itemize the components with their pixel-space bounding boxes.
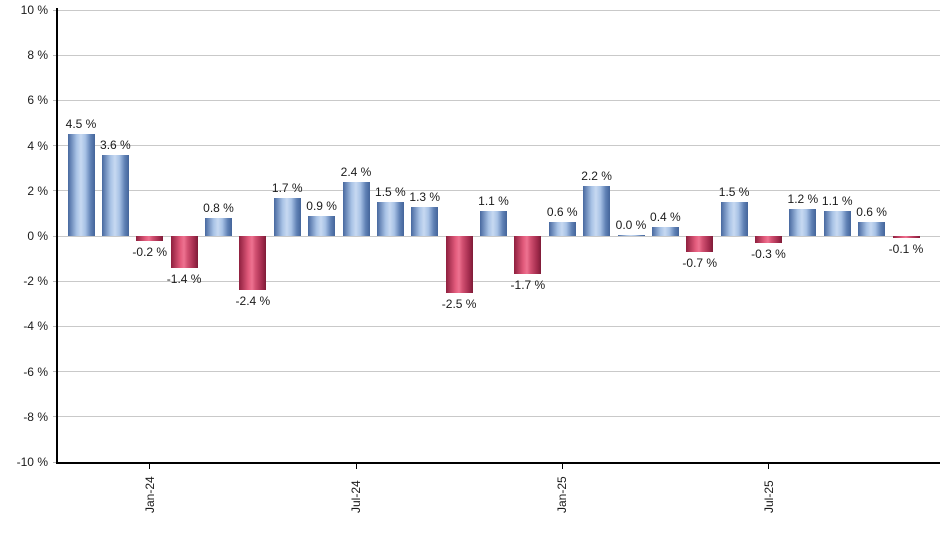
bar-value-label: 0.9 %: [306, 198, 337, 213]
y-axis-tick: [53, 190, 58, 192]
gridline: [58, 54, 940, 56]
bar: [308, 215, 336, 236]
y-axis-tick-label: 2 %: [27, 183, 48, 198]
gridline: [58, 99, 940, 101]
bar-value-label: 1.1 %: [821, 194, 853, 209]
gridline: [58, 325, 940, 327]
bar-value-label: 0.6 %: [856, 205, 887, 220]
bar: [205, 217, 232, 236]
bar-value-label: -0.3 %: [751, 246, 786, 261]
y-axis-tick-label: -6 %: [23, 364, 48, 379]
x-axis-tick: [561, 462, 563, 469]
gridline: [58, 371, 940, 373]
bar: [445, 236, 473, 293]
y-axis-line: [56, 8, 58, 464]
y-axis-tick: [53, 9, 58, 11]
y-axis-tick: [53, 54, 58, 56]
bar-value-label: -0.7 %: [682, 255, 718, 270]
bar-value-label: -1.7 %: [510, 278, 546, 293]
gridline: [58, 235, 940, 237]
bar-value-label: 4.5 %: [65, 117, 97, 132]
bar: [617, 234, 645, 236]
y-axis-tick-label: 6 %: [27, 93, 48, 108]
bar-value-label: 0.8 %: [203, 200, 234, 215]
bar-value-label: -2.4 %: [235, 294, 271, 309]
bar: [514, 236, 542, 275]
x-axis-tick: [149, 462, 151, 469]
x-axis-line: [56, 462, 940, 464]
gridline: [58, 416, 940, 418]
x-axis-tick-label: Jul-24: [349, 480, 363, 513]
gridline: [58, 280, 940, 282]
bar-value-label: -2.5 %: [441, 296, 477, 311]
bar-value-label: 0.4 %: [650, 209, 681, 224]
bar-value-label: -1.4 %: [166, 271, 202, 286]
y-axis-tick: [53, 280, 58, 282]
bar-value-label: 3.6 %: [100, 137, 131, 152]
bar-value-label: 1.5 %: [375, 185, 406, 200]
bar: [858, 222, 886, 236]
bar: [892, 236, 920, 239]
y-axis-tick-label: 0 %: [27, 229, 48, 243]
x-axis-tick: [768, 462, 769, 469]
y-axis-tick: [53, 371, 58, 373]
bar: [170, 236, 198, 268]
bar: [651, 226, 679, 236]
bar-value-label: 0.6 %: [546, 205, 578, 220]
bar: [548, 222, 576, 236]
bar: [136, 236, 164, 241]
gridline: [58, 145, 940, 147]
bar: [411, 206, 439, 236]
x-axis-tick-label: Jan-25: [555, 476, 570, 513]
y-axis-tick: [53, 325, 58, 327]
bar-value-label: -0.1 %: [888, 242, 924, 257]
x-axis-tick-label: Jan-24: [142, 476, 157, 513]
x-axis-tick-label: Jul-25: [761, 480, 776, 513]
bar: [823, 211, 851, 236]
bar-value-label: 2.2 %: [581, 169, 612, 184]
y-axis-tick: [53, 416, 58, 418]
bar: [720, 202, 748, 236]
bar-value-label: 1.3 %: [409, 189, 441, 204]
y-axis-tick-label: -8 %: [23, 409, 48, 424]
y-axis-tick: [53, 99, 58, 101]
bar: [583, 186, 611, 236]
bar: [686, 236, 714, 252]
gridline: [58, 9, 940, 11]
bar: [67, 134, 95, 236]
bar-value-label: -0.2 %: [132, 244, 168, 259]
y-axis-tick-label: 10 %: [20, 3, 48, 17]
bar-value-label: 0.0 %: [615, 217, 647, 232]
y-axis-tick: [53, 235, 58, 237]
y-axis-tick-label: -10 %: [16, 455, 48, 469]
bar-value-label: 1.7 %: [271, 180, 303, 195]
bar-value-label: 1.1 %: [478, 194, 509, 209]
y-axis-tick-label: 4 %: [27, 138, 48, 153]
y-axis-tick: [53, 461, 58, 463]
bar: [376, 202, 404, 236]
y-axis-tick-label: -4 %: [23, 319, 48, 334]
bar: [480, 211, 507, 236]
bar-value-label: 2.4 %: [340, 164, 372, 179]
y-axis-tick: [53, 145, 58, 147]
y-axis-tick-label: 8 %: [27, 48, 48, 63]
bar: [239, 236, 267, 291]
y-axis-tick-label: -2 %: [23, 274, 48, 289]
bar: [789, 208, 817, 236]
gridline: [58, 190, 940, 192]
x-axis-tick: [355, 462, 357, 469]
bar: [755, 236, 782, 243]
bar: [273, 197, 301, 236]
bar: [101, 154, 129, 236]
bar-value-label: 1.2 %: [787, 191, 819, 206]
bar-value-label: 1.5 %: [718, 185, 750, 200]
bar: [342, 181, 370, 236]
